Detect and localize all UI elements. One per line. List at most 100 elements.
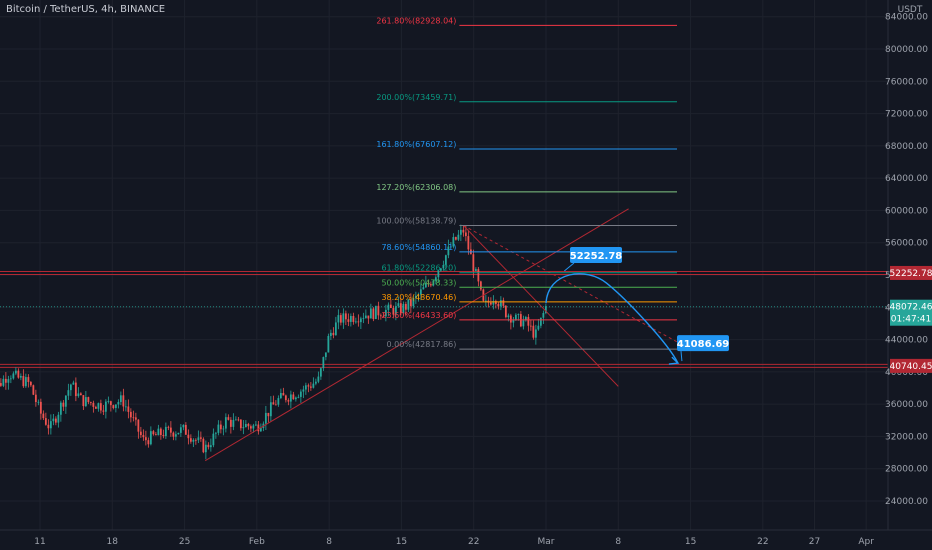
candle-body [119, 395, 122, 403]
candle-body [194, 439, 197, 441]
candle-body [394, 306, 397, 315]
candle-body [47, 424, 50, 429]
candle-body [319, 368, 322, 377]
candle-body [7, 379, 10, 383]
candle-body [54, 418, 57, 423]
candle-body [447, 246, 450, 256]
candle-body [59, 402, 62, 415]
candle-body [77, 393, 80, 397]
candle-body [212, 433, 215, 446]
time-tick-label: 8 [615, 537, 621, 547]
candle-body [52, 418, 55, 422]
candle-body [159, 428, 162, 436]
candle-body [367, 315, 370, 319]
price-tick-label: 36000.00 [885, 400, 928, 410]
candle-body [274, 404, 277, 406]
projection-curve [545, 273, 679, 364]
time-tick-label: 11 [34, 537, 45, 547]
candle-body [522, 320, 525, 327]
candle-body [97, 403, 100, 409]
candle-body [337, 315, 340, 323]
candle-body [12, 373, 15, 379]
candle-body [227, 417, 230, 420]
candle-body [334, 322, 337, 336]
candle-body [2, 378, 5, 386]
fib-level-label: 61.80%(52286.20) [381, 264, 456, 273]
candle-body [79, 393, 82, 396]
candle-body [272, 402, 275, 405]
candle-body [309, 386, 312, 388]
price-tick-label: 32000.00 [885, 432, 928, 442]
candle-body [127, 406, 130, 412]
candle-body [117, 402, 120, 405]
dashed-trend-line [463, 225, 681, 345]
candle-body [414, 295, 417, 298]
candle-body [247, 423, 250, 427]
candle-body [259, 427, 262, 432]
price-level-tag [890, 358, 932, 373]
candle-body [217, 424, 220, 433]
candle-body [182, 424, 185, 428]
candle-body [257, 424, 260, 432]
fib-level-label: 0.00%(42817.86) [387, 340, 457, 349]
candle-body [189, 438, 192, 442]
candle-body [87, 397, 90, 403]
price-tick-label: 84000.00 [885, 13, 928, 23]
candle-body [24, 377, 27, 387]
price-level-tag [890, 265, 932, 280]
candle-body [249, 426, 252, 429]
candle-body [332, 332, 335, 336]
candle-body [507, 315, 510, 318]
candle-body [472, 254, 475, 271]
candle-body [454, 237, 457, 240]
price-tick-label: 72000.00 [885, 110, 928, 120]
candle-body [449, 246, 452, 248]
candle-body [67, 390, 70, 396]
price-tick-label: 60000.00 [885, 206, 928, 216]
projection-bubble-high [570, 246, 622, 263]
candle-body [27, 377, 30, 382]
candle-body [92, 402, 95, 407]
candle-body [544, 306, 547, 314]
candle-body [344, 313, 347, 320]
candle-body [107, 401, 110, 403]
candle-body [137, 419, 140, 432]
candle-body [292, 394, 295, 400]
candle-body [452, 237, 455, 247]
candle-body [467, 236, 470, 250]
candle-body [22, 375, 25, 387]
time-tick-label: 25 [179, 537, 190, 547]
candle-body [84, 397, 87, 407]
candle-body [512, 319, 515, 323]
candle-body [164, 426, 167, 437]
candle-body [124, 406, 127, 408]
candle-body [484, 300, 487, 302]
candle-body [379, 315, 382, 317]
candle-body [324, 352, 327, 358]
projection-bubble-low-label: 41086.69 [677, 339, 730, 350]
candle-body [432, 280, 435, 286]
candle-body [202, 438, 205, 453]
candle-body [242, 427, 245, 429]
candle-body [314, 381, 317, 384]
candle-body [317, 376, 320, 382]
candle-body [524, 317, 527, 321]
candle-body [154, 434, 157, 436]
candle-body [397, 303, 400, 307]
candle-body [34, 394, 37, 403]
candle-body [177, 432, 180, 435]
projection-bubble-low [677, 335, 729, 352]
time-tick-label: 15 [396, 537, 407, 547]
candle-body [244, 423, 247, 428]
time-tick-label: 27 [809, 537, 820, 547]
candle-body [184, 424, 187, 435]
candle-body [462, 229, 465, 233]
candle-body [187, 434, 190, 439]
price-tick-label: 68000.00 [885, 142, 928, 152]
candle-body [114, 404, 117, 409]
fib-level-label: 23.60%(46433.60) [381, 311, 456, 320]
candle-body [9, 378, 12, 380]
candle-body [362, 318, 365, 319]
candle-body [32, 385, 35, 395]
